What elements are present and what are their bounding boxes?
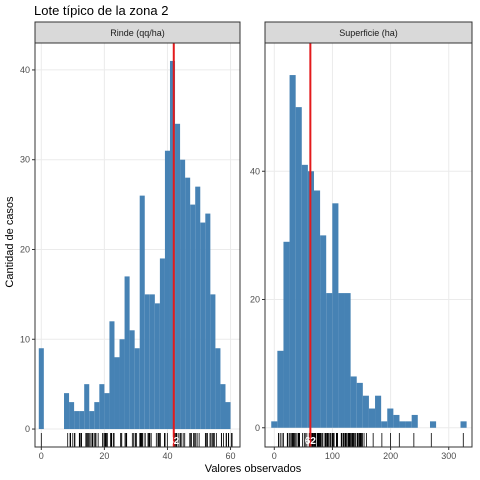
x-tick-label: 20 [99,451,109,461]
histogram-bar [326,293,333,428]
histogram-bar [154,303,160,430]
histogram-bar [338,293,345,428]
histogram-bar [381,421,388,428]
histogram-bar [277,350,284,428]
histogram-bar [200,222,206,430]
histogram-bar [134,348,140,430]
histogram-bar [104,393,110,430]
histogram-bar [64,393,70,430]
histogram-bar [149,294,155,430]
histogram-bar [195,186,201,430]
histogram-bar [79,411,85,430]
histogram-bar [74,411,80,430]
histogram-bar [313,190,321,428]
histogram-bar [215,348,221,430]
histogram-bar [405,421,412,428]
panel-border [34,42,241,448]
histogram-bar [114,357,120,430]
facet-strip-label: Superficie (ha) [339,28,398,38]
histogram-bar [84,384,90,430]
y-axis-label: Cantidad de casos [4,196,16,288]
histogram-bar [375,395,382,428]
histogram-bar [399,421,406,428]
histogram-bar [139,195,145,430]
x-tick-label: 60 [226,451,236,461]
histogram-bar [368,408,376,428]
histogram-bar [356,382,363,428]
y-tick-label: 20 [20,244,30,254]
histogram-bar [393,414,400,428]
histogram-bar [320,235,327,428]
histogram-bar [289,75,296,428]
histogram-bar [332,203,339,428]
histogram-bar [344,293,351,428]
histogram-bar [225,402,231,430]
histogram-bar [124,276,130,430]
histogram-bar [175,123,181,430]
histogram-bar [220,384,226,430]
reference-line-label: 42 [168,436,180,447]
histogram-bar [89,411,95,430]
histogram-bar [429,421,437,428]
histogram-bar [38,348,44,430]
chart-title: Lote típico de la zona 2 [34,3,168,18]
histogram-bar [210,294,216,430]
x-tick-label: 200 [383,451,398,461]
y-tick-label: 10 [20,334,30,344]
y-tick-label: 40 [20,65,30,75]
x-axis-label: Valores observados [205,463,302,475]
histogram-bar [144,294,150,430]
panels: Rinde (qq/ha)420 20 40 60010203040Superfici… [20,21,473,461]
y-tick-label: 0 [25,424,30,434]
histogram-bar [129,330,135,430]
panel-1: Superficie (ha) 62 0 100 200 300 0 20 40 [250,21,473,461]
histogram-bar [460,421,467,428]
histogram-bar [387,408,394,428]
x-tick-label: 0 [272,451,277,461]
facet-strip-label: Rinde (qq/ha) [110,28,165,38]
reference-line-label: 62 [305,436,317,447]
histogram-bar [169,60,176,430]
histogram-bar [180,159,186,430]
y-tick-label: 40 [250,166,260,176]
histogram-bar [350,376,357,428]
histogram-bar [185,177,191,430]
y-tick-label: 0 [255,423,260,433]
histogram-bar [411,414,418,428]
histogram-bar [164,150,170,430]
histogram-bar [205,213,211,430]
y-tick-label: 30 [20,155,30,165]
x-tick-label: 300 [441,451,456,461]
histogram-bar [301,164,308,428]
panel-border [264,42,473,448]
histogram-bar [109,321,115,430]
histogram-bar [99,384,105,430]
histogram-bar [69,402,75,430]
x-tick-label: 40 [162,451,172,461]
histogram-bar [283,241,290,428]
histogram-bar [159,258,165,430]
histogram-bar [271,421,278,428]
y-tick-label: 20 [250,295,260,305]
histogram-bar [190,204,196,430]
panel-0: Rinde (qq/ha) 42 0 20 40 60 0 10 20 30 40 [20,21,241,461]
histogram-bar [94,402,100,430]
x-tick-label: 100 [325,451,340,461]
histogram-bar [362,395,369,428]
histogram-bar [295,107,302,428]
x-tick-label: 0 [39,451,44,461]
histogram-bar [119,339,125,430]
